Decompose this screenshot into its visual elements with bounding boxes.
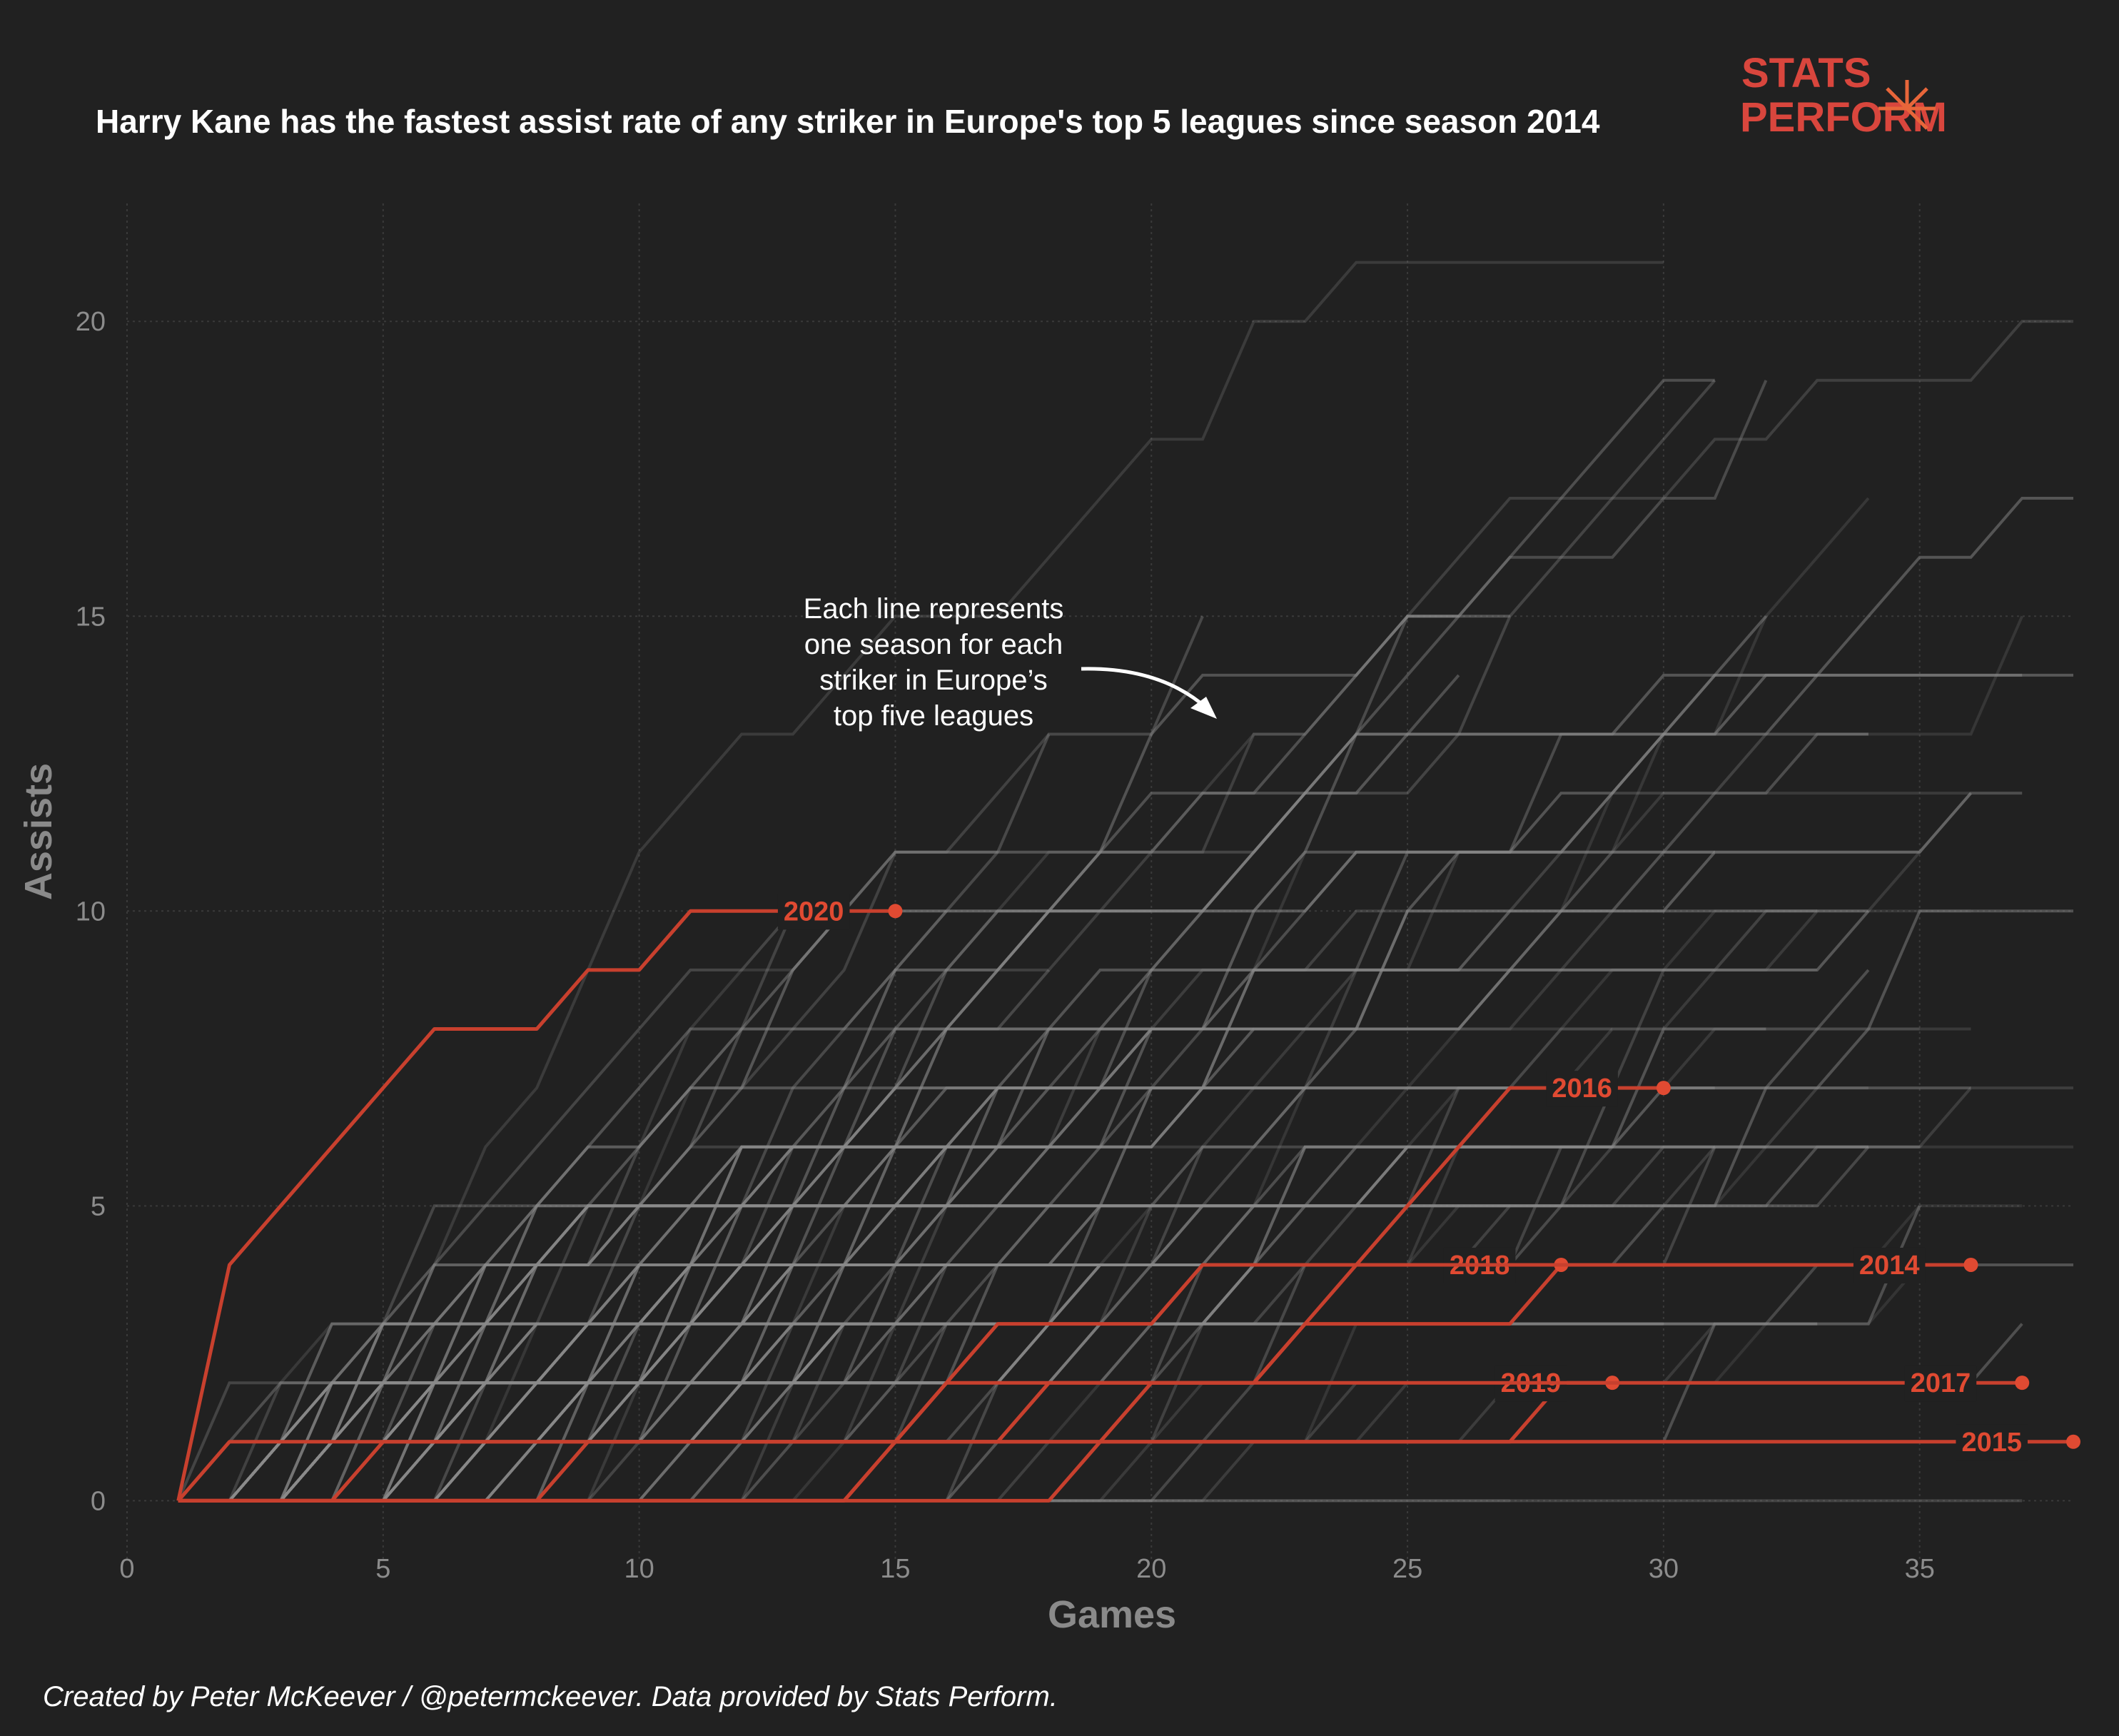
annotation: Each line represents one season for each… — [804, 593, 1217, 732]
logo-burst-icon — [1878, 80, 1936, 130]
series-line-2020 — [176, 909, 896, 1501]
series-label-bg-2015 — [1956, 1424, 2028, 1460]
background-season-line — [178, 1145, 896, 1503]
series-label-2015: 2015 — [1961, 1428, 2022, 1458]
annotation-line-4: top five leagues — [834, 700, 1033, 732]
background-season-line — [229, 1086, 1254, 1503]
background-season-line — [280, 909, 1870, 1503]
x-tick-label: 25 — [1392, 1554, 1422, 1584]
background-season-line — [177, 909, 1152, 1502]
caption: Created by Peter McKeever / @petermckeev… — [43, 1681, 1058, 1712]
y-axis-title: Assists — [17, 763, 60, 900]
background-season-line — [279, 615, 1459, 1502]
annotation-line-3: striker in Europe’s — [819, 665, 1047, 696]
annotation-arrow-head-icon — [1190, 697, 1217, 719]
series-end-point-2017 — [2015, 1376, 2030, 1391]
x-tick-label: 15 — [880, 1554, 910, 1584]
background-season-line — [177, 261, 1664, 1502]
y-tick-label: 15 — [76, 602, 106, 632]
series-end-point-2016 — [1656, 1081, 1671, 1096]
background-season-line — [229, 1145, 1715, 1503]
series-label-bg-2014 — [1853, 1247, 1926, 1283]
series-label-bg-2017 — [1904, 1366, 1977, 1402]
x-tick-label: 20 — [1136, 1554, 1166, 1584]
y-tick-label: 0 — [91, 1486, 106, 1516]
logo-line-1: STATS — [1741, 50, 1871, 96]
series-2020: 2020 — [176, 894, 903, 1501]
series-label-2020: 2020 — [784, 897, 844, 927]
background-season-line — [229, 1145, 1868, 1503]
background-season-line — [177, 1027, 1971, 1502]
chart-title: Harry Kane has the fastest assist rate o… — [96, 103, 1600, 140]
background-season-line — [178, 1027, 1305, 1503]
series-label-bg-2020 — [777, 894, 850, 930]
x-tick-label: 35 — [1905, 1554, 1935, 1584]
annotation-line-1: Each line represents — [804, 593, 1064, 625]
series-end-point-2014 — [1963, 1257, 1978, 1272]
stats-perform-logo: STATS PERFORM — [1740, 50, 1947, 141]
x-tick-label: 5 — [375, 1554, 390, 1584]
annotation-line-2: one season for each — [804, 629, 1063, 660]
annotation-arrow — [1081, 667, 1209, 710]
series-label-2016: 2016 — [1552, 1074, 1612, 1104]
x-tick-label: 10 — [624, 1554, 654, 1584]
x-axis-title: Games — [1048, 1593, 1176, 1636]
background-season-line — [228, 673, 1818, 1502]
series-label-2017: 2017 — [1911, 1368, 1971, 1398]
series-label-2014: 2014 — [1859, 1251, 1920, 1281]
background-season-line — [279, 733, 1051, 1502]
y-tick-label: 5 — [91, 1191, 106, 1221]
grid-layer — [126, 203, 2073, 1560]
series-label-bg-2016 — [1546, 1071, 1618, 1107]
x-tick-label: 0 — [119, 1554, 134, 1584]
x-tick-label: 30 — [1649, 1554, 1679, 1584]
y-tick-label: 10 — [76, 897, 106, 927]
series-end-point-2020 — [888, 904, 903, 919]
series-line-2015 — [176, 1440, 2073, 1503]
series-2015: 2015 — [176, 1424, 2080, 1503]
axis-ticks: 0 5 10 15 20 25 30 35 0 5 10 15 20 — [76, 307, 1935, 1584]
series-end-point-2015 — [2066, 1434, 2080, 1449]
background-season-line — [279, 320, 2073, 1502]
y-tick-label: 20 — [76, 307, 106, 337]
background-season-line — [228, 732, 1305, 1502]
